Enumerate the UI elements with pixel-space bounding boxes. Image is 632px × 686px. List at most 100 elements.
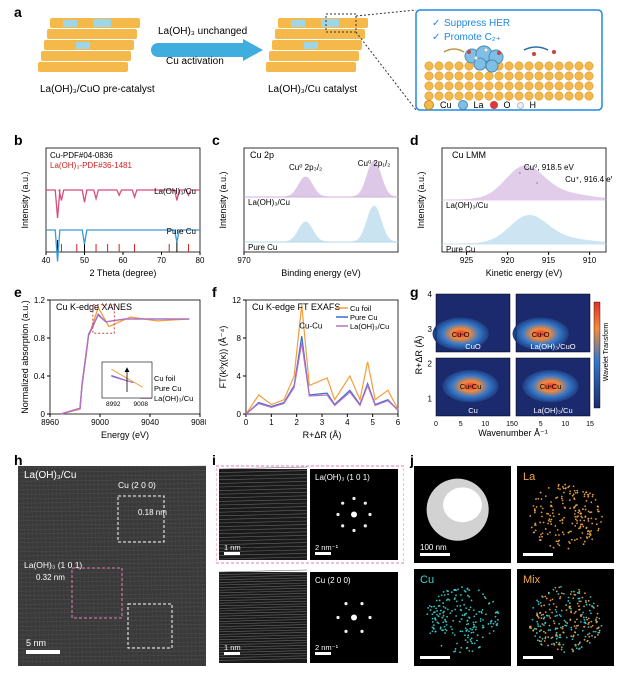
svg-text:La(OH)₃/CuO: La(OH)₃/CuO — [530, 342, 575, 351]
svg-text:4: 4 — [428, 290, 433, 299]
hrtem-image: La(OH)₃/CuCu (2 0 0)0.18 nmLa(OH)₃ (1 0 … — [18, 458, 206, 666]
svg-text:Cu⁰, 918.5 eV: Cu⁰, 918.5 eV — [524, 163, 575, 172]
svg-text:0.8: 0.8 — [34, 334, 46, 343]
svg-text:8992: 8992 — [106, 401, 121, 408]
svg-text:Pure Cu: Pure Cu — [446, 245, 475, 254]
svg-text:9008: 9008 — [134, 401, 149, 408]
arrow-text-bot: Cu activation — [166, 56, 224, 67]
svg-text:70: 70 — [157, 256, 166, 265]
svg-text:Cu⁰ 2p₃/₂: Cu⁰ 2p₃/₂ — [289, 163, 322, 172]
svg-text:Pure Cu: Pure Cu — [248, 243, 277, 252]
svg-text:1: 1 — [269, 418, 274, 427]
inset-line2: Promote C₂₊ — [444, 32, 501, 43]
svg-text:Cu: Cu — [420, 574, 434, 586]
svg-text:6: 6 — [396, 418, 401, 427]
svg-text:Cu (2 0 0): Cu (2 0 0) — [118, 480, 156, 490]
auger-culmm-plot: 925920915910Kinetic energy (eV)Intensity… — [414, 138, 612, 278]
svg-text:Mix: Mix — [523, 574, 541, 586]
svg-text:100 nm: 100 nm — [420, 543, 447, 552]
svg-text:15: 15 — [506, 421, 514, 428]
panel-g: g Cu-OCuOCu-OLa(OH)₃/CuOCu-CuCuCu-CuLa(O… — [414, 290, 614, 440]
svg-text:Normalized absorption (a.u.): Normalized absorption (a.u.) — [20, 300, 30, 414]
panel-b-label: b — [14, 132, 23, 148]
svg-text:Intensity (a.u.): Intensity (a.u.) — [218, 171, 228, 228]
xps-cu2p-plot: 970960950940930Binding energy (eV)Intens… — [216, 138, 404, 278]
svg-text:Pure Cu: Pure Cu — [154, 384, 182, 393]
legend-la: La — [474, 100, 484, 110]
svg-text:10: 10 — [481, 421, 489, 428]
legend-h: H — [530, 100, 537, 110]
svg-text:0: 0 — [237, 410, 242, 419]
svg-text:CuO: CuO — [465, 342, 481, 351]
panel-a: a — [18, 8, 614, 118]
panel-d: d 925920915910Kinetic energy (eV)Intensi… — [414, 138, 612, 278]
svg-text:2 Theta (degree): 2 Theta (degree) — [90, 268, 157, 278]
svg-text:R+ΔR (Å): R+ΔR (Å) — [303, 430, 342, 440]
arrow-text-top: La(OH)₃ unchanged — [158, 26, 247, 37]
svg-text:920: 920 — [501, 256, 515, 265]
inset-line1: Suppress HER — [444, 18, 510, 29]
panel-a-label: a — [14, 4, 22, 20]
svg-text:Cu-O: Cu-O — [532, 330, 550, 339]
svg-text:3: 3 — [428, 325, 433, 334]
svg-text:La(OH)₃/Cu: La(OH)₃/Cu — [533, 406, 572, 415]
svg-text:Cu-Cu: Cu-Cu — [540, 382, 562, 391]
svg-text:15: 15 — [586, 421, 594, 428]
legend-o: O — [504, 100, 511, 110]
panel-c: c 970960950940930Binding energy (eV)Inte… — [216, 138, 404, 278]
panel-i-label: i — [212, 452, 216, 468]
svg-text:Cu 2p: Cu 2p — [250, 150, 274, 160]
svg-text:Cu⁰ 2p₁/₂: Cu⁰ 2p₁/₂ — [358, 159, 391, 168]
panel-h: h La(OH)₃/CuCu (2 0 0)0.18 nmLa(OH)₃ (1 … — [18, 458, 206, 666]
svg-text:Wavenumber Å⁻¹: Wavenumber Å⁻¹ — [478, 428, 547, 438]
svg-text:60: 60 — [119, 256, 128, 265]
svg-text:4: 4 — [345, 418, 350, 427]
panel-f: f 012345604812R+ΔR (Å)FT(k³χ(κ)) (Å⁻⁴)Cu… — [216, 290, 404, 440]
svg-text:La(OH)₃/Cu: La(OH)₃/Cu — [446, 201, 488, 210]
svg-text:✓: ✓ — [432, 32, 440, 43]
eds-maps: 100 nm La Cu Mix — [414, 458, 614, 666]
svg-text:0.32 nm: 0.32 nm — [36, 573, 65, 582]
svg-text:La(OH)₃ (1 0 1): La(OH)₃ (1 0 1) — [315, 473, 370, 482]
svg-text:2: 2 — [294, 418, 299, 427]
svg-text:La(OH)₃/Cu: La(OH)₃/Cu — [248, 198, 290, 207]
svg-text:La(OH)₃/Cu: La(OH)₃/Cu — [154, 394, 193, 403]
inset-legend: Cu La O H — [424, 100, 536, 110]
svg-text:Pure Cu: Pure Cu — [167, 227, 196, 236]
svg-text:La(OH)₃/Cu: La(OH)₃/Cu — [24, 470, 76, 481]
panel-d-label: d — [410, 132, 419, 148]
exafs-plot: 012345604812R+ΔR (Å)FT(k³χ(κ)) (Å⁻⁴)Cu K… — [216, 290, 404, 440]
svg-text:0: 0 — [434, 421, 438, 428]
svg-text:Cu (2 0 0): Cu (2 0 0) — [315, 576, 351, 585]
svg-text:Pure Cu: Pure Cu — [350, 313, 378, 322]
svg-text:Cu foil: Cu foil — [350, 304, 372, 313]
xrd-plot: 40506070802 Theta (degree)Intensity (a.u… — [18, 138, 206, 278]
svg-text:8960: 8960 — [41, 418, 59, 427]
panel-j: j 100 nmLaCuMix — [414, 458, 614, 666]
svg-text:8: 8 — [237, 334, 242, 343]
svg-text:R+ΔR (Å): R+ΔR (Å) — [414, 336, 424, 375]
svg-text:La: La — [523, 471, 536, 483]
svg-text:10: 10 — [561, 421, 569, 428]
svg-text:5: 5 — [459, 421, 463, 428]
svg-text:970: 970 — [237, 256, 251, 265]
panel-j-label: j — [410, 452, 414, 468]
svg-text:Cu-O: Cu-O — [452, 330, 470, 339]
svg-text:✓: ✓ — [432, 18, 440, 29]
svg-text:80: 80 — [196, 256, 205, 265]
svg-text:40: 40 — [42, 256, 51, 265]
svg-text:2 nm⁻¹: 2 nm⁻¹ — [315, 543, 339, 552]
svg-text:4: 4 — [237, 372, 242, 381]
legend-cu: Cu — [440, 100, 452, 110]
svg-text:Cu K-edge XANES: Cu K-edge XANES — [56, 302, 132, 312]
svg-text:5: 5 — [539, 421, 543, 428]
panel-e: e 896090009040908000.40.81.2Energy (eV)N… — [18, 290, 206, 440]
svg-text:910: 910 — [583, 256, 597, 265]
svg-text:3: 3 — [320, 418, 325, 427]
svg-text:Cu K-edge FT EXAFS: Cu K-edge FT EXAFS — [252, 302, 340, 312]
svg-text:Cu-Cu: Cu-Cu — [460, 382, 482, 391]
svg-text:Cu-PDF#04-0836: Cu-PDF#04-0836 — [50, 151, 113, 160]
svg-text:0: 0 — [514, 421, 518, 428]
svg-text:0.4: 0.4 — [34, 372, 46, 381]
svg-text:Kinetic energy (eV): Kinetic energy (eV) — [486, 268, 563, 278]
